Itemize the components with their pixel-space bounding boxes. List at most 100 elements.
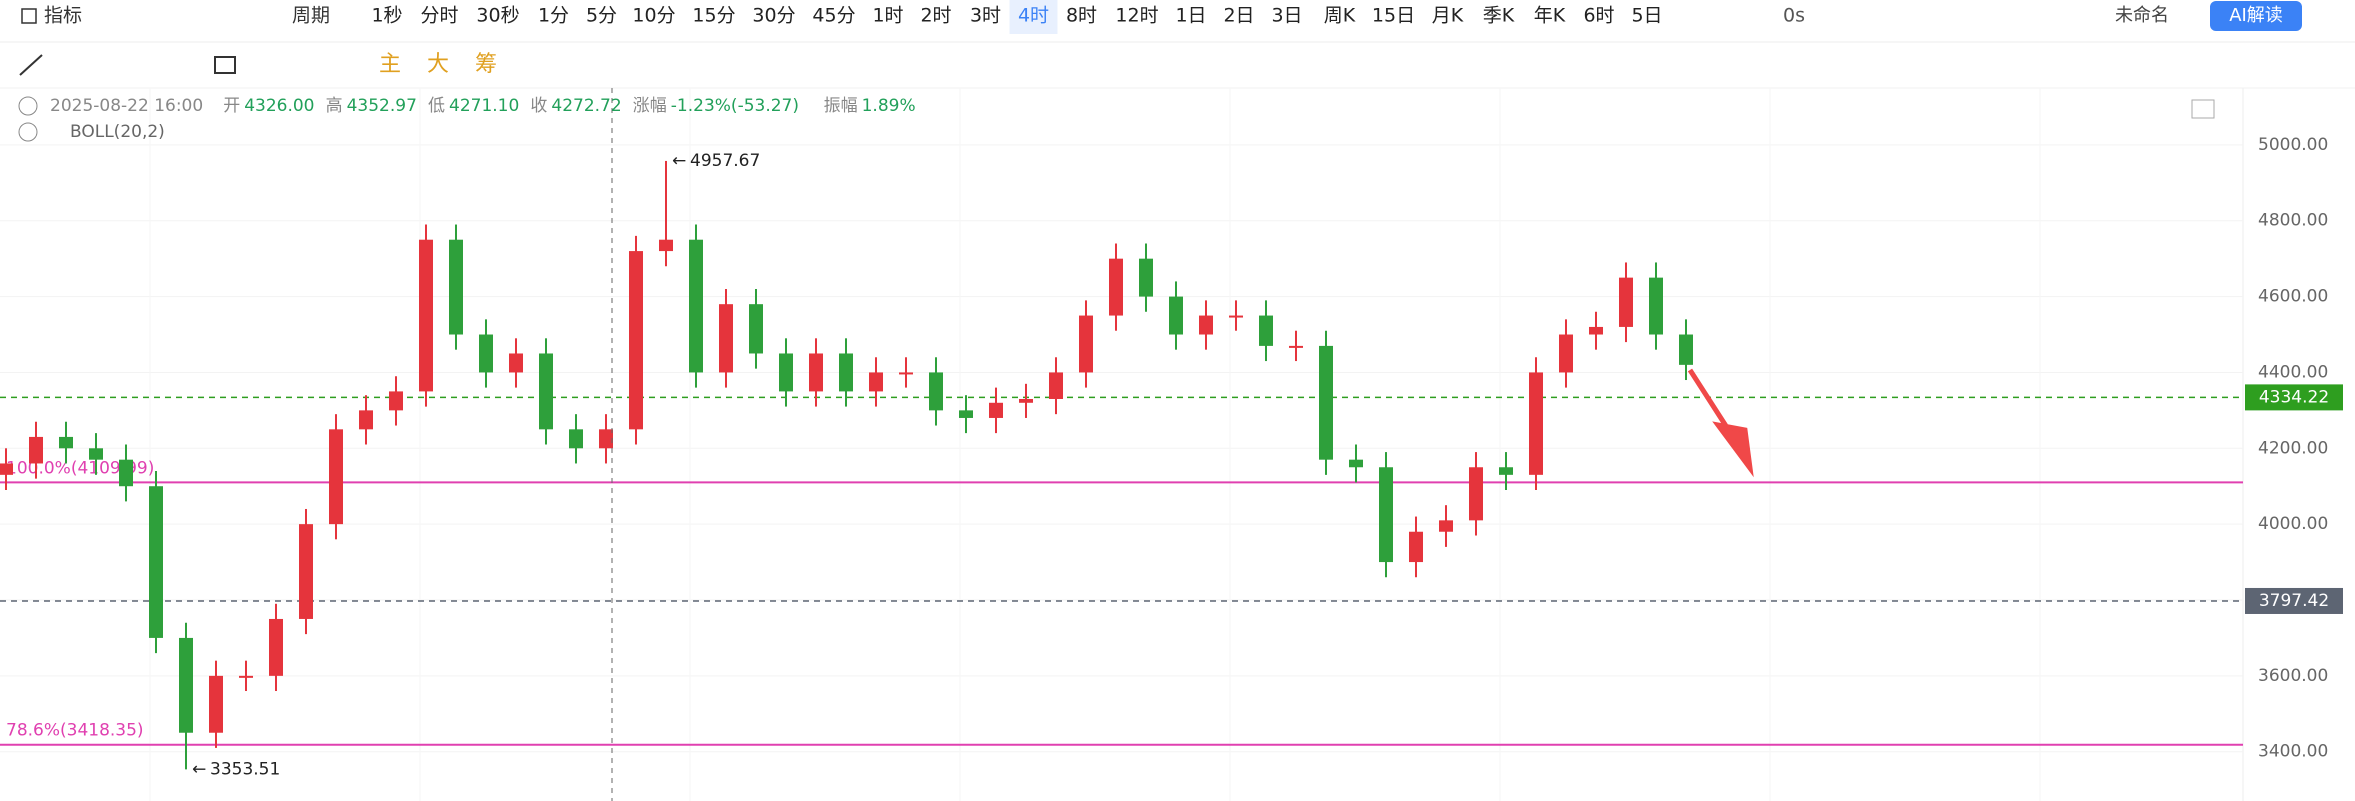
candle-body [209,675,223,733]
candle-body [1679,334,1693,365]
period-option[interactable]: 2时 [920,5,951,27]
y-tick-label: 4200.00 [2258,438,2328,458]
price-tag-label: 4334.22 [2259,387,2329,407]
low-label: 3353.51 [210,759,280,779]
info-label: 开 [223,96,240,116]
info-value: 4271.10 [449,96,519,116]
candle-body [959,410,973,418]
period-option[interactable]: 5日 [1631,5,1662,27]
candle-body [269,618,283,676]
y-tick-label: 3600.00 [2258,666,2328,686]
candle-body [689,239,703,373]
candle-body [299,524,313,619]
period-option[interactable]: 45分 [812,5,855,27]
period-option[interactable]: 4时 [1018,5,1049,27]
candle-body [1469,467,1483,521]
collapse-icon[interactable] [18,96,38,116]
candle-body [389,391,403,411]
period-option[interactable]: 1秒 [371,5,402,27]
period-option[interactable]: 15分 [692,5,735,27]
fib-label: 100.0%(4109.99) [6,458,154,478]
candle-body [1229,315,1243,318]
period-option[interactable]: 周K [1324,5,1356,27]
period-option[interactable]: 1时 [872,5,903,27]
price-tag-label: 3797.42 [2259,591,2329,611]
period-option[interactable]: 2日 [1223,5,1254,27]
period-option[interactable]: 3时 [970,5,1001,27]
candle-body [1349,459,1363,468]
candle-body [1619,277,1633,327]
candle-body [1109,258,1123,316]
candles: ← 4957.67← 3353.51 [0,151,1693,779]
period-option[interactable]: 5分 [586,5,617,27]
candle-body [149,486,163,638]
low-arrow: ← [192,759,206,779]
candle-body [59,436,73,449]
layout-name[interactable]: 未命名 [2115,5,2169,26]
candle-body [1529,372,1543,475]
period-option[interactable]: 分时 [420,5,458,27]
ai-button-bg[interactable] [2210,1,2302,31]
chip[interactable]: 大 [427,52,449,77]
rect-tool[interactable] [214,56,236,74]
candle-body [539,353,553,430]
candle-body [659,239,673,252]
period-option[interactable]: 10分 [632,5,675,27]
candle-body [1439,520,1453,532]
candle-body [1169,296,1183,335]
indicator-button[interactable]: 指标 [44,5,82,27]
period-option[interactable]: 8时 [1066,5,1097,27]
period-option[interactable]: 30分 [752,5,795,27]
candle-body [569,429,583,449]
chip[interactable]: 筹 [475,52,497,77]
ai-button[interactable]: AI解读 [2229,5,2283,26]
candle-body [779,353,793,392]
candle-body [899,372,913,375]
candle-body [329,429,343,525]
period-list: 1秒 分时 30秒 1分 5分 10分 15分 30分 45分 1时 2时 3时 4时 8时 12时 1日 2日… [371,0,1663,34]
info-label: 涨幅 [633,96,667,116]
info-value: 4272.72 [551,96,621,116]
info-label: 振幅 [824,96,858,116]
period-option[interactable]: 30秒 [476,5,519,27]
period-option[interactable]: 1日 [1175,5,1206,27]
fullscreen-icon[interactable] [2191,99,2215,119]
info-value: 4352.97 [347,96,417,116]
period-option[interactable]: 3日 [1271,5,1302,27]
candle-body [119,459,133,487]
candle-body [89,448,103,460]
period-option[interactable]: 月K [1432,5,1464,27]
period-option[interactable]: 6时 [1583,5,1614,27]
high-arrow: ← [672,151,686,171]
period-option[interactable]: 15日 [1372,5,1415,27]
period-option[interactable]: 1分 [538,5,569,27]
period-option[interactable]: 季K [1483,5,1515,27]
y-tick-label: 4800.00 [2258,211,2328,231]
indicator-icon[interactable] [21,8,37,24]
candle-body [0,463,13,475]
candle-body [1289,345,1303,348]
candle-body [419,239,433,392]
candle-body [929,372,943,411]
candle-body [629,251,643,430]
candle-body [839,353,853,392]
candle-body [239,675,253,678]
datetime: 2025-08-22 16:00 [50,96,203,116]
info-label: 低 [428,96,445,116]
period-button[interactable]: 周期 [292,5,330,27]
candle-body [1379,467,1393,563]
chip[interactable]: 主 [379,52,401,77]
candle-body [809,353,823,392]
info-value: 4326.00 [244,96,314,116]
period-option[interactable]: 年K [1534,5,1566,27]
line-tool[interactable] [19,54,43,76]
candle-body [719,304,733,373]
collapse-icon[interactable] [18,122,38,142]
period-option[interactable]: 12时 [1115,5,1158,27]
price-tag [2245,587,2343,614]
candle-body [1499,467,1513,475]
active-period-bg [1009,0,1058,34]
candle-body [1079,315,1093,373]
